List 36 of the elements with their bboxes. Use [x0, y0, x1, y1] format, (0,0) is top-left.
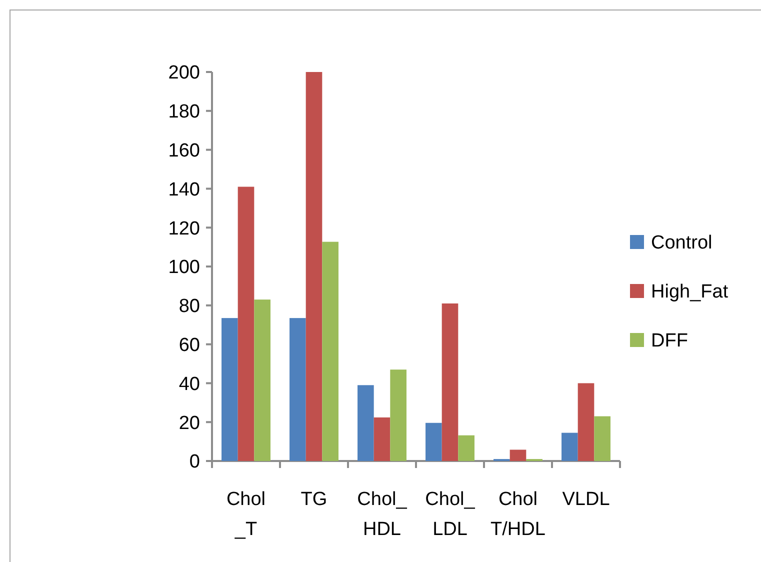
bar: [458, 435, 474, 461]
x-tick-label: Chol _T: [226, 489, 266, 540]
y-tick-label: 100: [168, 257, 200, 278]
bar: [594, 416, 610, 461]
bar: [442, 303, 458, 461]
bar: [358, 385, 374, 461]
x-tick-label: Chol T/HDL: [490, 489, 546, 540]
y-tick-label: 160: [168, 140, 200, 162]
bar: [374, 417, 390, 461]
x-tick-label: TG: [300, 489, 328, 510]
bar: [238, 186, 254, 461]
y-tick-label: 200: [168, 62, 200, 84]
legend-label: DFF: [651, 330, 688, 352]
bar: [390, 370, 406, 461]
bar: [510, 450, 526, 461]
bar: [578, 383, 594, 461]
x-tick-label: Chol_ LDL: [425, 489, 476, 540]
y-tick-label: 0: [189, 452, 200, 473]
bar: [322, 242, 338, 461]
x-tick-label: Chol_ HDL: [357, 489, 408, 540]
bar: [306, 72, 322, 461]
y-tick-label: 60: [178, 334, 200, 356]
y-tick-label: 140: [168, 179, 200, 200]
y-tick-label: 40: [178, 374, 200, 395]
bar: [426, 422, 442, 461]
y-tick-label: 80: [178, 296, 200, 318]
bar: [222, 318, 238, 461]
x-tick-label: VLDL: [562, 489, 610, 510]
y-tick-label: 20: [178, 412, 200, 434]
y-tick-label: 180: [168, 102, 200, 123]
bar: [254, 300, 270, 461]
bar: [290, 318, 306, 461]
legend-label: Control: [651, 232, 712, 254]
bar: [562, 432, 578, 461]
y-tick-label: 120: [168, 218, 200, 240]
legend-label: High_Fat: [651, 282, 729, 303]
